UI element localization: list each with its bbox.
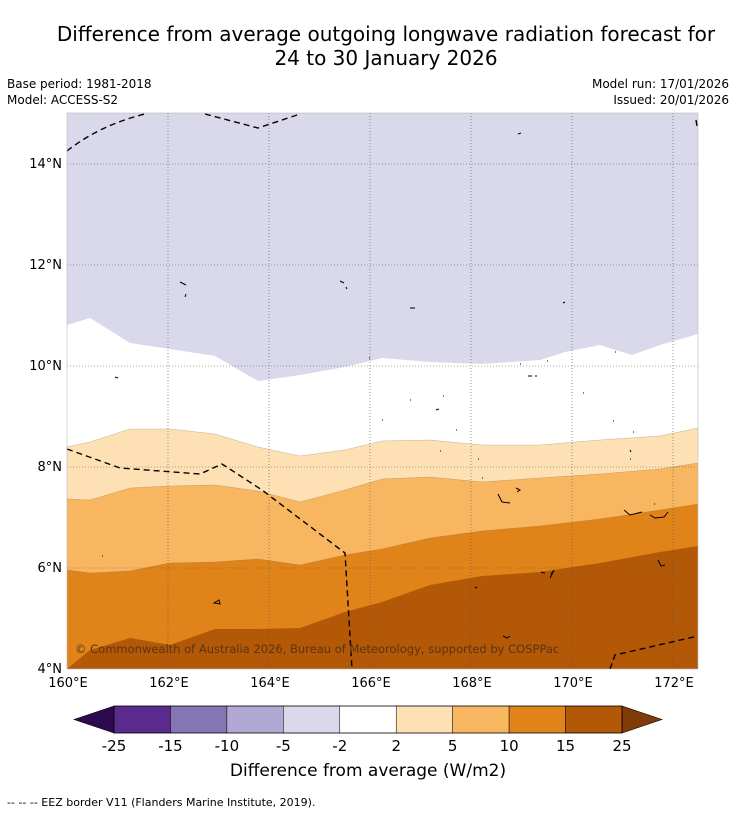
- colorbar-segment: [339, 705, 397, 734]
- meta-left: Base period: 1981-2018 Model: ACCESS-S2: [7, 76, 152, 108]
- colorbar-tick-label: 15: [556, 737, 575, 755]
- eez-footnote: -- -- -- EEZ border V11 (Flanders Marine…: [7, 796, 316, 809]
- colorbar-tick-label: -15: [158, 737, 183, 755]
- lat-label: 8°N: [38, 460, 63, 475]
- gridlines: [67, 113, 698, 669]
- base-period: Base period: 1981-2018: [7, 77, 152, 91]
- band-neg5-neg2: [67, 113, 698, 381]
- colorbar-segment: [452, 705, 510, 734]
- eez-borders: [67, 113, 698, 669]
- lon-label: 166°E: [351, 676, 391, 691]
- lon-label: 162°E: [149, 676, 189, 691]
- issued-date: Issued: 20/01/2026: [613, 93, 729, 107]
- map-plot-area: © Commonwealth of Australia 2026, Bureau…: [67, 113, 698, 669]
- colorbar-segment: [170, 705, 228, 734]
- lat-label: 4°N: [38, 662, 63, 677]
- map-frame: [66, 112, 699, 670]
- lat-label: 14°N: [29, 157, 62, 172]
- colorbar-segment: [283, 705, 341, 734]
- lon-label: 172°E: [654, 676, 694, 691]
- colorbar-tick-label: -25: [102, 737, 127, 755]
- model-name: Model: ACCESS-S2: [7, 93, 119, 107]
- map-figure: © Commonwealth of Australia 2026, Bureau…: [29, 112, 699, 755]
- colorbar-tick-label: -2: [332, 737, 347, 755]
- colorbar-segment: [395, 705, 453, 734]
- title-line-2: 24 to 30 January 2026: [274, 46, 498, 70]
- lon-label: 164°E: [250, 676, 290, 691]
- lon-label: 170°E: [553, 676, 593, 691]
- lat-label: 6°N: [38, 561, 63, 576]
- colorbar-segment: [508, 705, 566, 734]
- colorbar-over-arrow: [621, 705, 663, 734]
- colorbar-segment: [565, 705, 623, 734]
- colorbar-frame: [113, 705, 623, 734]
- colorbar-tick-label: -10: [215, 737, 240, 755]
- band-15-25: [67, 546, 698, 669]
- islands: [102, 132, 669, 639]
- latitude-labels: 4°N 6°N 8°N 10°N 12°N 14°N: [29, 157, 62, 677]
- colorbar-segment: [226, 705, 284, 734]
- colorbar-tick-label: 25: [612, 737, 631, 755]
- colorbar-tick-label: -5: [276, 737, 291, 755]
- colorbar-title: Difference from average (W/m2): [229, 761, 507, 781]
- colorbar-tick-label: 5: [448, 737, 458, 755]
- lon-label: 168°E: [452, 676, 492, 691]
- meta-right: Model run: 17/01/2026 Issued: 20/01/2026: [592, 76, 729, 108]
- colorbar-under-arrow: [73, 705, 115, 734]
- colorbar-segments: [113, 705, 623, 734]
- chart-title: Difference from average outgoing longwav…: [0, 22, 736, 70]
- lat-label: 10°N: [29, 359, 62, 374]
- lat-label: 12°N: [29, 258, 62, 273]
- title-line-1: Difference from average outgoing longwav…: [56, 22, 716, 46]
- model-run: Model run: 17/01/2026: [591, 77, 729, 91]
- colorbar-tick-label: 10: [500, 737, 519, 755]
- longitude-labels: 160°E 162°E 164°E 166°E 168°E 170°E 172°…: [48, 676, 694, 691]
- colorbar-segment: [113, 705, 171, 734]
- colorbar-tick-labels: -25 -15 -10 -5 -2 2 5 10 15 25: [102, 737, 632, 755]
- colorbar: -25 -15 -10 -5 -2 2 5 10 15 25: [73, 705, 663, 755]
- colorbar-tick-label: 2: [391, 737, 401, 755]
- copyright-text: © Commonwealth of Australia 2026, Bureau…: [75, 642, 559, 656]
- lon-label: 160°E: [48, 676, 88, 691]
